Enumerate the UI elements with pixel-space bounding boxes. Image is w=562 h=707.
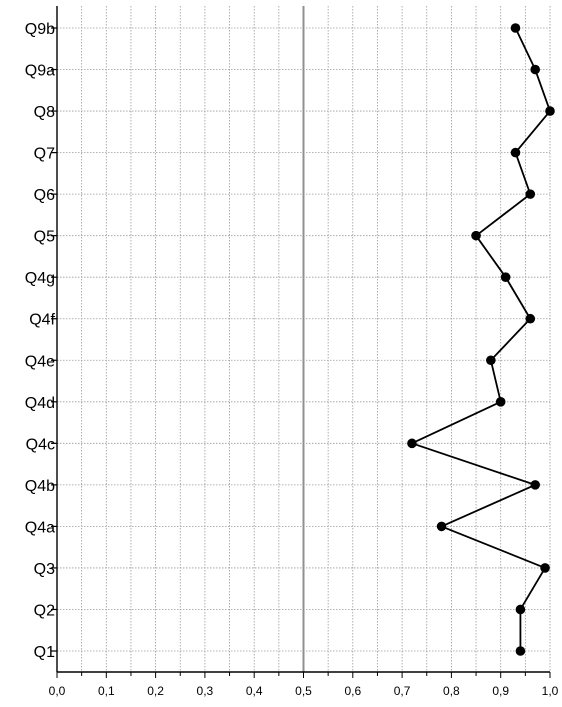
tick-labels: Q1 Q2 Q3 Q4a Q4b Q4c Q4d Q4e Q4f Q4g Q5 Q6 Q7 Q8 Q9a Q9… (25, 21, 559, 698)
y-tick-label: Q4a (25, 519, 55, 536)
y-tick-label: Q4g (25, 270, 55, 287)
data-point (471, 230, 481, 241)
y-tick-label: Q4e (25, 353, 55, 370)
data-point (486, 355, 496, 366)
data-point (510, 23, 521, 33)
x-tick-label: 0,5 (295, 684, 312, 698)
y-tick-label: Q2 (34, 602, 55, 619)
data-point (515, 646, 526, 656)
axes (51, 6, 551, 678)
y-tick-label: Q9a (25, 63, 55, 80)
data-point (545, 106, 555, 116)
data-point (525, 313, 536, 324)
y-tick-label: Q6 (34, 187, 55, 204)
y-tick-label: Q3 (34, 561, 55, 578)
y-tick-label: Q4d (25, 395, 55, 412)
x-tick-label: 1,0 (542, 684, 559, 698)
y-tick-label: Q8 (34, 104, 55, 121)
y-tick-label: Q9b (25, 21, 55, 38)
data-point (515, 604, 526, 615)
y-tick-label: Q7 (34, 146, 55, 163)
x-tick-label: 0,2 (147, 684, 164, 698)
data-point (510, 147, 521, 158)
y-tick-label: Q4c (26, 436, 55, 453)
data-point (500, 272, 511, 283)
x-tick-label: 0,4 (246, 684, 263, 698)
y-tick-label: Q1 (34, 644, 55, 661)
data-point (407, 438, 417, 449)
data-point (530, 480, 541, 490)
data-point (540, 563, 550, 573)
series-layer (407, 23, 555, 656)
x-tick-label: 0,7 (394, 684, 411, 698)
x-tick-label: 0,9 (492, 684, 509, 698)
data-point (525, 189, 536, 199)
y-tick-label: Q4f (29, 312, 55, 329)
x-tick-label: 0,8 (443, 684, 460, 698)
y-tick-label: Q5 (34, 229, 55, 246)
x-tick-label: 0,0 (49, 684, 66, 698)
x-tick-label: 0,6 (344, 684, 361, 698)
data-point (436, 521, 447, 532)
y-tick-label: Q4b (25, 478, 55, 495)
x-tick-label: 0,1 (98, 684, 115, 698)
series-line (411, 27, 551, 651)
data-point (530, 64, 541, 75)
data-point (495, 397, 506, 407)
x-tick-label: 0,3 (197, 684, 214, 698)
